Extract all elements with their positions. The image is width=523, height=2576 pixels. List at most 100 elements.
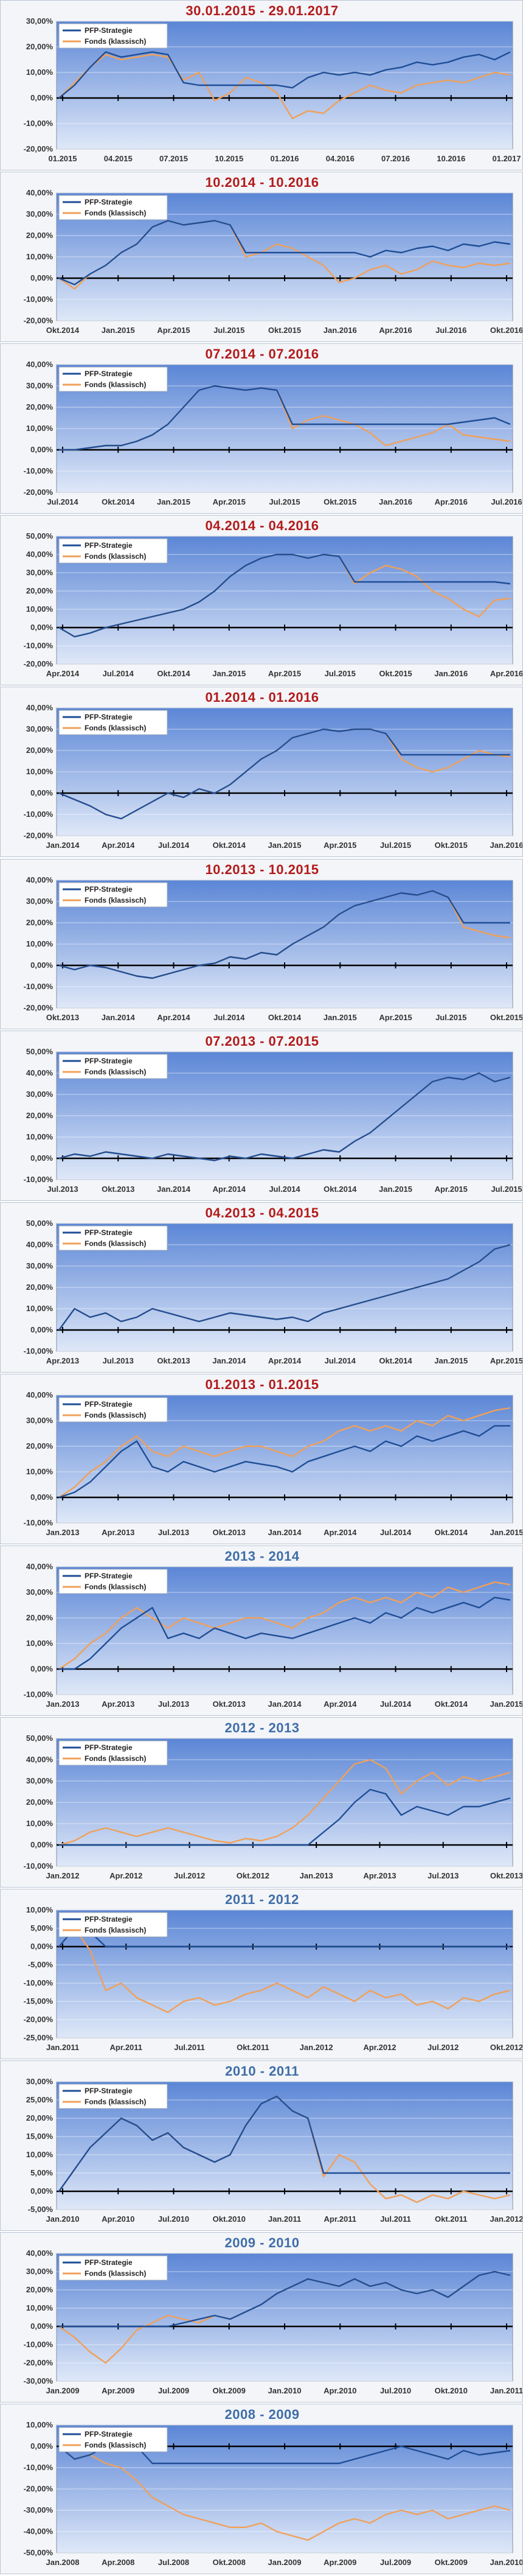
y-tick-label: 0,00%: [30, 1840, 53, 1849]
legend: PFP-Strategie Fonds (klassisch): [58, 1912, 168, 1937]
x-tick-label: Okt.2015: [435, 841, 468, 850]
x-tick-label: Apr.2009: [102, 2386, 134, 2395]
y-tick-label: 0,00%: [30, 273, 53, 282]
x-tick-label: Apr.2011: [324, 2214, 357, 2224]
x-tick-label: Jul.2015: [325, 669, 356, 678]
y-tick-label: -10,00%: [24, 1690, 54, 1699]
y-tick-label: 5,00%: [30, 1923, 53, 1933]
y-tick-label: -20,00%: [24, 488, 54, 497]
x-tick-label: Jan.2015: [490, 1528, 522, 1537]
series-line-fund: [58, 1581, 511, 1670]
x-tick-label: Okt.2011: [435, 2214, 468, 2224]
y-tick-label: 30,00%: [26, 16, 54, 26]
x-tick-label: Jul.2013: [158, 1699, 189, 1709]
series-line-strategy: [58, 2095, 510, 2192]
y-tick-label: 50,00%: [26, 531, 54, 541]
x-tick-label: Jul.2015: [213, 326, 244, 335]
x-tick-label: Jul.2014: [47, 497, 78, 506]
chart-title: 2008 - 2009: [224, 2407, 300, 2422]
legend-box: [58, 1397, 168, 1423]
x-tick-label: Apr.2016: [435, 497, 468, 506]
chart-title: 2009 - 2010: [224, 2235, 300, 2250]
chart-svg: 50,00% 40,00% 30,00% 20,00% 10,00% 0,00% -10,0…: [24, 1047, 522, 1194]
x-tick-label: Okt.2015: [268, 326, 301, 335]
y-tick-label: 40,00%: [26, 188, 54, 197]
chart-panel: 30,00% 25,00% 20,00% 15,00% 10,00% 5,00% 0,00%…: [0, 2060, 523, 2231]
chart-title: 07.2014 - 07.2016: [205, 346, 319, 362]
chart-panel: 40,00% 30,00% 20,00% 10,00% 0,00% -10,00% -20,…: [0, 859, 523, 1029]
x-tick-label: 10.2015: [215, 154, 243, 163]
x-tick-label: Apr.2014: [157, 1013, 190, 1022]
y-tick-label: -20,00%: [24, 316, 54, 325]
y-tick-label: -5,00%: [28, 2205, 54, 2214]
chart-title: 10.2013 - 10.2015: [205, 862, 319, 877]
x-tick-label: Jul.2014: [380, 1528, 412, 1537]
x-tick-label: Jan.2012: [300, 2043, 333, 2052]
x-tick-label: Apr.2010: [324, 2386, 356, 2395]
x-tick-label: Jul.2013: [103, 1356, 134, 1365]
legend-label-strategy: PFP-Strategie: [85, 1572, 133, 1580]
y-tick-label: 10,00%: [26, 939, 54, 948]
chart-svg: 30,00% 25,00% 20,00% 15,00% 10,00% 5,00% 0,00%…: [26, 2077, 522, 2224]
x-tick-label: Apr.2013: [102, 1528, 134, 1537]
x-tick-label: Jul.2012: [428, 2043, 459, 2052]
x-tick-label: Okt.2009: [435, 2558, 468, 2567]
legend-box: [58, 2427, 168, 2452]
x-tick-label: Apr.2014: [324, 1699, 357, 1709]
series-line-strategy: [58, 1072, 511, 1161]
x-tick-label: Jan.2016: [379, 497, 412, 506]
y-tick-label: 10,00%: [26, 2420, 54, 2429]
series-line-fund: [58, 1759, 511, 1846]
legend-box: [58, 366, 168, 392]
legend: PFP-Strategie Fonds (klassisch): [58, 1054, 168, 1079]
y-tick-label: 0,00%: [30, 961, 53, 970]
series-line-strategy: [58, 1244, 511, 1331]
legend-label-strategy: PFP-Strategie: [85, 26, 133, 35]
y-tick-label: -10,00%: [24, 2463, 54, 2472]
legend-box: [58, 195, 168, 220]
x-tick-label: Apr.2008: [102, 2558, 134, 2567]
series-line-strategy: [58, 1927, 510, 1948]
x-tick-label: Jan.2012: [490, 2214, 522, 2224]
x-tick-label: Okt.2008: [213, 2558, 246, 2567]
series-line-strategy: [59, 1597, 511, 1670]
y-tick-label: -20,00%: [24, 831, 54, 840]
x-tick-label: Apr.2009: [324, 2558, 356, 2567]
legend-label-fund: Fonds (klassisch): [85, 1411, 146, 1419]
x-tick-label: Apr.2015: [268, 669, 301, 678]
legend-label-fund: Fonds (klassisch): [85, 1583, 146, 1591]
x-tick-label: Jul.2008: [158, 2558, 189, 2567]
chart-title: 2012 - 2013: [224, 1720, 300, 1735]
y-tick-label: -5,00%: [28, 1960, 54, 1969]
x-tick-label: Jan.2009: [268, 2558, 302, 2567]
y-tick-label: 30,00%: [26, 1261, 54, 1270]
x-tick-label: Okt.2013: [46, 1013, 79, 1022]
x-tick-label: Jan.2011: [490, 2386, 522, 2395]
x-tick-label: Apr.2013: [363, 1871, 396, 1880]
legend-label-strategy: PFP-Strategie: [85, 713, 133, 721]
y-tick-label: 30,00%: [26, 1090, 54, 1099]
y-tick-label: 40,00%: [26, 2249, 54, 2258]
x-tick-label: Jan.2014: [268, 1699, 302, 1709]
y-tick-label: 10,00%: [26, 2303, 54, 2312]
x-tick-label: Jan.2016: [490, 841, 522, 850]
chart-panel: 10,00% 0,00% -10,00% -20,00% -30,00% -40,00% -…: [0, 2404, 523, 2574]
legend: PFP-Strategie Fonds (klassisch): [58, 2255, 168, 2281]
legend-label-strategy: PFP-Strategie: [85, 2430, 133, 2438]
x-tick-label: 04.2015: [104, 154, 133, 163]
x-tick-label: Okt.2012: [237, 1871, 269, 1880]
x-tick-label: Okt.2010: [435, 2386, 468, 2395]
x-tick-label: Okt.2012: [490, 2043, 522, 2052]
x-tick-label: Apr.2010: [102, 2214, 134, 2224]
legend-label-fund: Fonds (klassisch): [85, 380, 146, 389]
chart-svg: 40,00% 30,00% 20,00% 10,00% 0,00% -10,00% -20,…: [24, 188, 522, 335]
chart-panel: 50,00% 40,00% 30,00% 20,00% 10,00% 0,00% -10,0…: [0, 1202, 523, 1373]
x-tick-label: Apr.2016: [490, 669, 522, 678]
y-tick-label: -20,00%: [24, 2015, 54, 2024]
x-tick-label: Okt.2013: [490, 1871, 522, 1880]
x-tick-label: Okt.2015: [379, 669, 412, 678]
legend-label-strategy: PFP-Strategie: [85, 1743, 133, 1752]
chart-svg: 40,00% 30,00% 20,00% 10,00% 0,00% -10,00% -20,…: [24, 875, 522, 1022]
x-tick-label: Jan.2013: [46, 1699, 80, 1709]
series-line-strategy: [58, 51, 511, 99]
